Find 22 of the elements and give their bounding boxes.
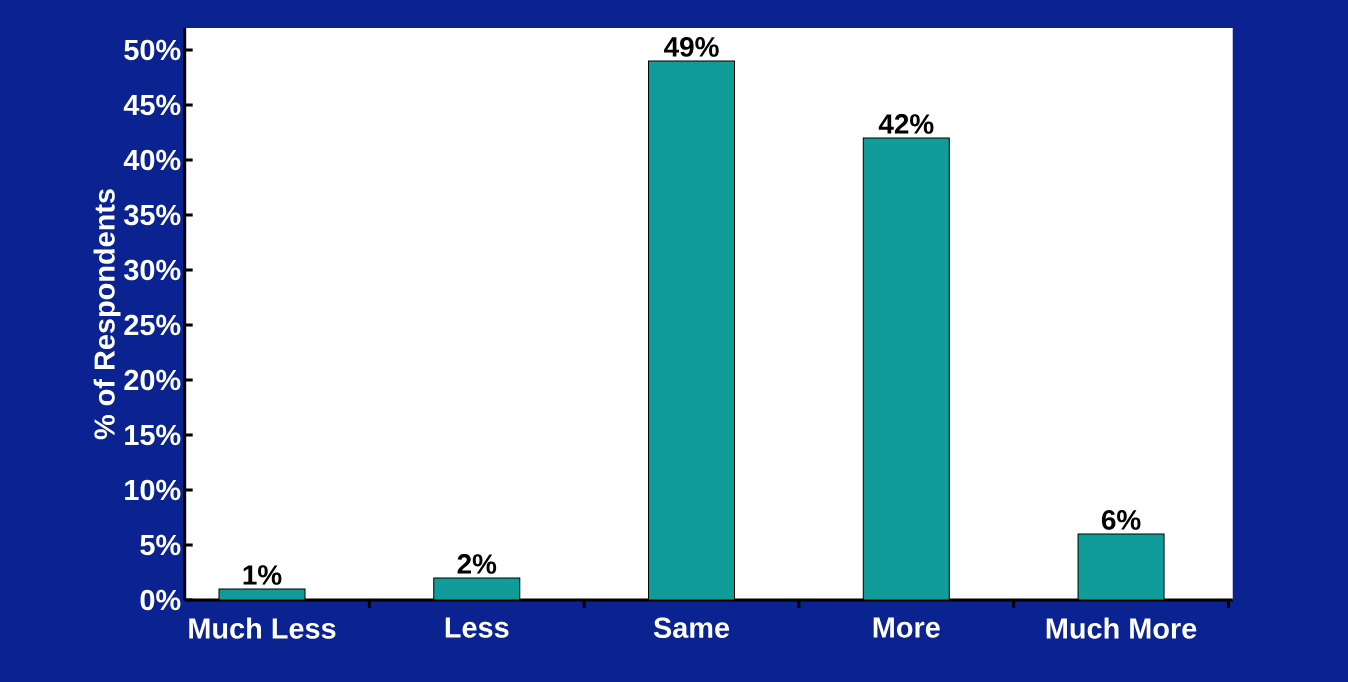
y-tick-label: 30% (124, 259, 181, 281)
x-tick-label: Much More (1046, 617, 1197, 639)
data-label: 1% (243, 565, 282, 585)
x-tick-label: Much Less (189, 617, 336, 639)
y-tick-label: 20% (124, 369, 181, 391)
data-label: 6% (1101, 510, 1141, 530)
x-tick-label: More (873, 617, 940, 638)
y-tick-label: 40% (123, 149, 181, 171)
y-tick-label: 0% (140, 589, 181, 611)
y-tick-label: 35% (124, 204, 181, 226)
y-tick-label: 10% (125, 479, 181, 501)
x-tick-label: Same (653, 617, 730, 638)
data-label: 42% (878, 114, 934, 134)
y-tick-label: 25% (124, 314, 181, 336)
y-tick-label: 15% (125, 424, 181, 446)
x-tick-label: Less (445, 617, 509, 638)
data-label: 2% (457, 554, 497, 574)
y-axis-title: % of Respondents (93, 189, 121, 440)
y-tick-label: 5% (140, 534, 181, 556)
y-tick-label: 50% (124, 39, 181, 61)
data-label: 49% (664, 37, 719, 57)
y-tick-label: 45% (123, 94, 181, 116)
